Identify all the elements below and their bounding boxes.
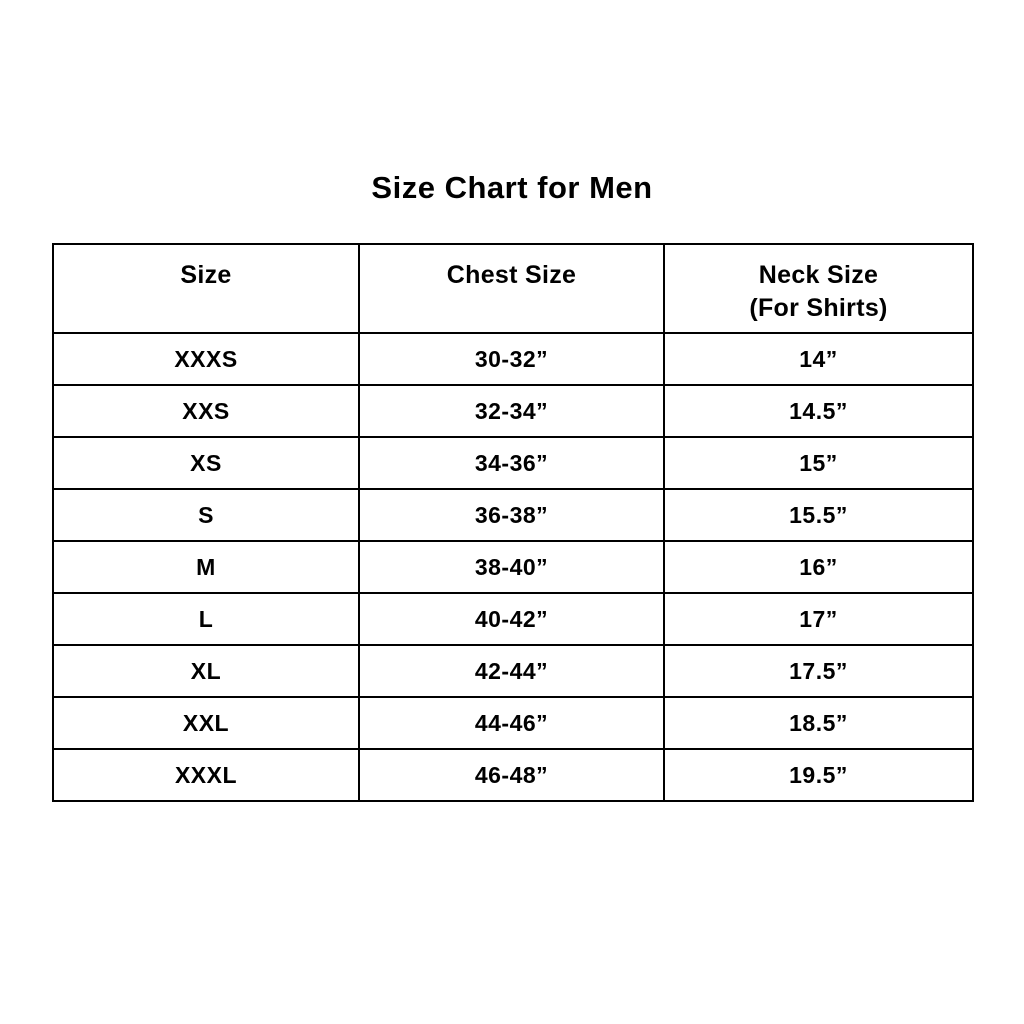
- chest-size-cell: 30-32”: [358, 332, 665, 386]
- table-row-s: S 36-38” 15.5”: [52, 488, 974, 542]
- neck-size-cell: 18.5”: [663, 696, 974, 750]
- table-row-xxl: XXL 44-46” 18.5”: [52, 696, 974, 750]
- table-row-m: M 38-40” 16”: [52, 540, 974, 594]
- neck-size-cell: 16”: [663, 540, 974, 594]
- chest-size-cell: 46-48”: [358, 748, 665, 802]
- neck-size-cell: 17”: [663, 592, 974, 646]
- size-cell: XXXL: [52, 748, 360, 802]
- table-row-xs: XS 34-36” 15”: [52, 436, 974, 490]
- size-cell: XL: [52, 644, 360, 698]
- column-header-size: Size: [52, 243, 360, 334]
- page-title: Size Chart for Men: [371, 170, 653, 205]
- chest-size-cell: 40-42”: [358, 592, 665, 646]
- chest-size-cell: 44-46”: [358, 696, 665, 750]
- table-row-xxs: XXS 32-34” 14.5”: [52, 384, 974, 438]
- column-header-size-label: Size: [180, 261, 232, 289]
- column-header-neck-label-line1: Neck Size: [758, 261, 879, 289]
- chest-size-cell: 42-44”: [358, 644, 665, 698]
- neck-size-cell: 15”: [663, 436, 974, 490]
- size-cell: L: [52, 592, 360, 646]
- header-row: Size Chest Size Neck Size (For Shirts): [52, 243, 974, 334]
- chest-size-cell: 34-36”: [358, 436, 665, 490]
- size-cell: S: [52, 488, 360, 542]
- size-cell: XXS: [52, 384, 360, 438]
- table-row-xl: XL 42-44” 17.5”: [52, 644, 974, 698]
- size-cell: XXL: [52, 696, 360, 750]
- neck-size-cell: 19.5”: [663, 748, 974, 802]
- neck-size-cell: 14”: [663, 332, 974, 386]
- chest-size-cell: 38-40”: [358, 540, 665, 594]
- column-header-chest-size: Chest Size: [358, 243, 665, 334]
- chest-size-cell: 36-38”: [358, 488, 665, 542]
- table-row-l: L 40-42” 17”: [52, 592, 974, 646]
- size-cell: XS: [52, 436, 360, 490]
- neck-size-cell: 14.5”: [663, 384, 974, 438]
- table-row-xxxs: XXXS 30-32” 14”: [52, 332, 974, 386]
- neck-size-cell: 17.5”: [663, 644, 974, 698]
- size-cell: XXXS: [52, 332, 360, 386]
- column-header-chest-label: Chest Size: [446, 261, 577, 289]
- table-row-xxxl: XXXL 46-48” 19.5”: [52, 748, 974, 802]
- size-cell: M: [52, 540, 360, 594]
- column-header-neck-size: Neck Size (For Shirts): [663, 243, 974, 334]
- column-header-neck-label-line2: (For Shirts): [749, 294, 888, 322]
- chest-size-cell: 32-34”: [358, 384, 665, 438]
- neck-size-cell: 15.5”: [663, 488, 974, 542]
- size-chart-table: Size Chest Size Neck Size (For Shirts) X…: [52, 243, 974, 802]
